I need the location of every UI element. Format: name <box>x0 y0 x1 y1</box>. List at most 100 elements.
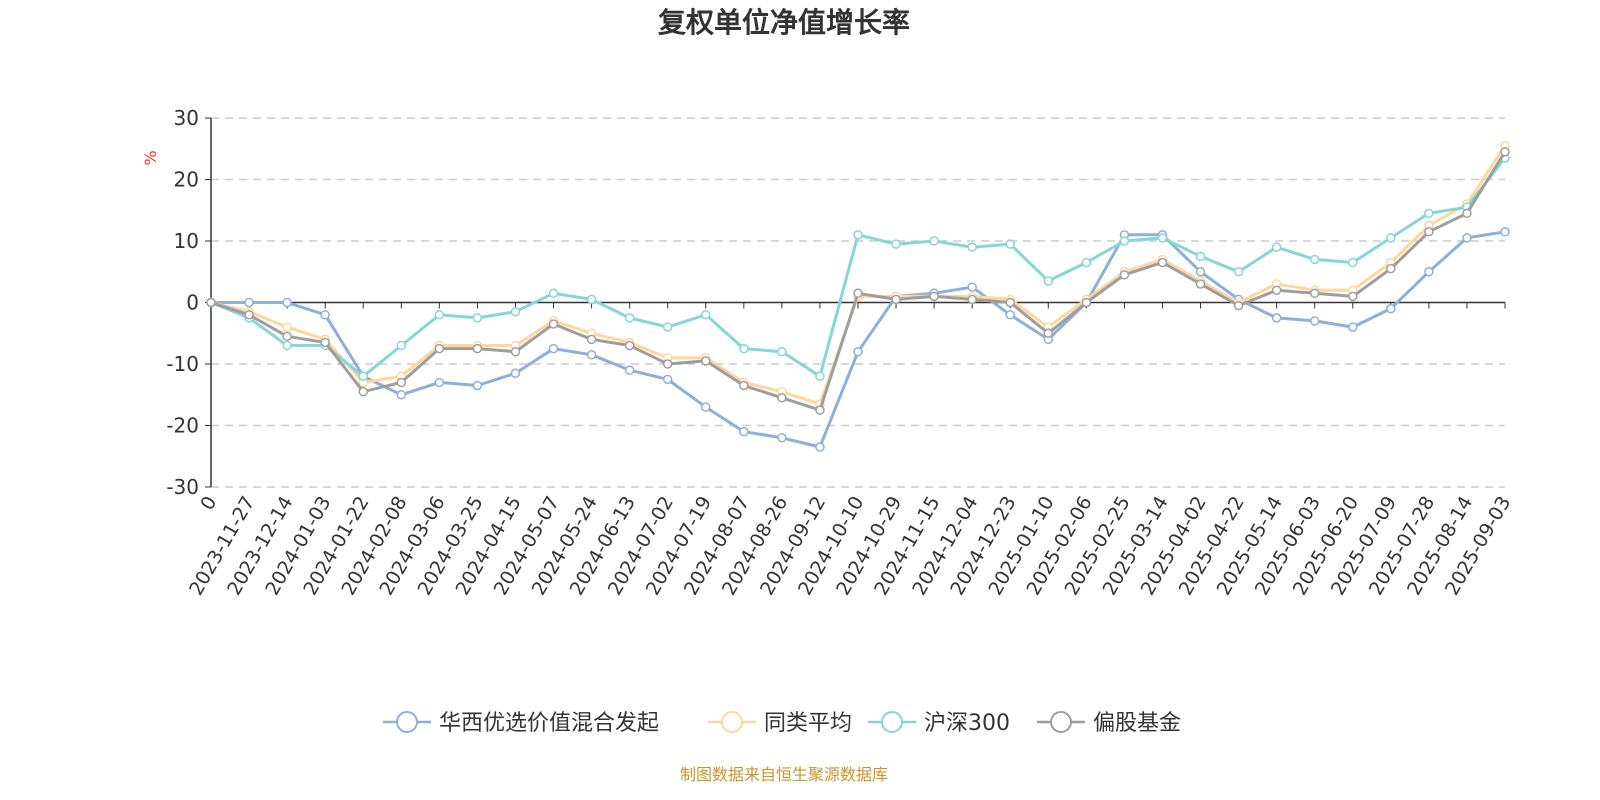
data-point <box>815 405 825 415</box>
data-point <box>434 310 445 320</box>
series-沪深300 <box>206 153 1510 382</box>
data-point <box>282 340 292 351</box>
y-tick-label: 10 <box>174 229 199 253</box>
data-point <box>282 297 292 308</box>
y-tick-label: -10 <box>166 352 199 376</box>
legend-label: 同类平均 <box>764 711 852 736</box>
legend-item[interactable]: 同类平均 <box>708 711 852 736</box>
data-point <box>967 282 977 292</box>
series-line <box>211 230 1506 449</box>
series-华西优选价值混合发起 <box>206 227 1510 452</box>
legend-item[interactable]: 华西优选价值混合发起 <box>383 711 659 736</box>
data-point <box>1043 276 1054 286</box>
data-point <box>853 346 863 357</box>
data-point <box>434 343 445 354</box>
legend-label: 偏股基金 <box>1093 711 1181 736</box>
data-point <box>1309 316 1320 326</box>
data-point <box>1271 313 1282 323</box>
legend-circle-icon <box>721 711 743 733</box>
data-point <box>1462 208 1472 219</box>
data-point <box>1500 227 1510 237</box>
data-point <box>1348 257 1358 268</box>
data-point <box>929 236 939 246</box>
data-point <box>701 356 711 366</box>
data-point <box>1500 147 1510 157</box>
legend-item[interactable]: 偏股基金 <box>1037 711 1181 736</box>
data-point <box>548 319 559 329</box>
x-tick-label: 0 <box>196 493 221 514</box>
data-point <box>1271 242 1282 252</box>
data-point <box>662 374 673 385</box>
data-point <box>244 310 254 320</box>
data-point <box>396 340 407 351</box>
data-point <box>1119 236 1130 246</box>
data-point <box>1271 285 1282 295</box>
data-point <box>1386 233 1396 243</box>
data-point <box>739 380 749 391</box>
legend-label: 沪深300 <box>924 711 1010 736</box>
data-point <box>1005 239 1015 249</box>
data-point <box>282 322 292 332</box>
data-point <box>701 310 711 320</box>
data-point <box>1424 208 1434 219</box>
data-point <box>510 368 521 378</box>
legend-circle-icon <box>881 711 903 733</box>
data-point <box>1157 233 1168 243</box>
data-point <box>1195 279 1206 289</box>
data-point <box>1233 300 1244 311</box>
data-point <box>662 359 673 369</box>
data-point <box>1348 291 1358 302</box>
data-point <box>586 294 597 305</box>
data-point <box>624 365 635 375</box>
legend-circle-icon <box>1050 711 1072 733</box>
legend-circle-icon <box>396 711 418 733</box>
data-point <box>472 380 483 391</box>
data-point <box>586 350 597 360</box>
data-point <box>396 390 407 400</box>
data-point <box>282 331 292 342</box>
footer-source: 制图数据来自恒生聚源数据库 <box>680 765 888 784</box>
y-tick-label: 30 <box>174 106 199 130</box>
data-point <box>777 433 787 443</box>
data-point <box>472 343 483 354</box>
y-tick-label: 20 <box>174 168 199 192</box>
data-point <box>1081 257 1092 268</box>
data-point <box>396 377 407 388</box>
data-point <box>739 343 749 354</box>
data-point <box>777 393 787 403</box>
data-point <box>1386 263 1396 274</box>
data-point <box>891 294 901 305</box>
data-point <box>1309 254 1320 265</box>
data-point <box>967 294 977 305</box>
chart-title: 复权单位净值增长率 <box>658 6 910 39</box>
legend: 华西优选价值混合发起 同类平均 沪深300 偏股基金 <box>383 711 1181 736</box>
data-point <box>1424 227 1434 237</box>
data-point <box>358 371 368 382</box>
data-point <box>662 322 673 332</box>
data-point <box>1157 257 1168 268</box>
data-point <box>1233 267 1244 277</box>
data-point <box>701 402 711 412</box>
data-point <box>320 337 330 348</box>
data-point <box>624 340 635 351</box>
legend-item[interactable]: 沪深300 <box>868 711 1010 736</box>
data-point <box>548 288 559 299</box>
data-point <box>1309 288 1320 299</box>
data-point <box>777 346 787 357</box>
series-同类平均 <box>206 140 1510 409</box>
data-point <box>1195 267 1206 277</box>
data-point <box>815 371 825 382</box>
data-point <box>891 239 901 249</box>
data-point <box>1005 297 1015 308</box>
data-point <box>624 313 635 323</box>
y-tick-label: -30 <box>166 475 199 499</box>
data-point <box>548 343 559 354</box>
data-point <box>739 426 749 437</box>
data-point <box>586 334 597 345</box>
data-point <box>929 291 939 302</box>
data-point <box>510 346 521 357</box>
data-point <box>1043 328 1054 338</box>
data-point <box>1081 297 1092 308</box>
y-tick-label: 0 <box>186 291 199 315</box>
